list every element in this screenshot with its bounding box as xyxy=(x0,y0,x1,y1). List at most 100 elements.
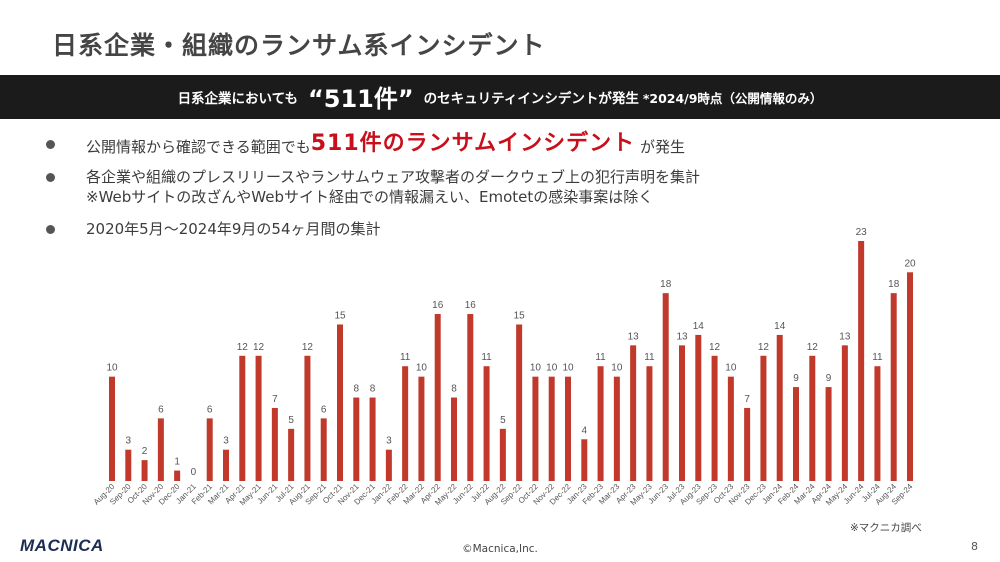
bar-Apr-21 xyxy=(239,355,246,481)
data-label-May-21: 12 xyxy=(253,342,265,353)
data-label-Jan-24: 14 xyxy=(774,321,786,332)
bar-Jan-24 xyxy=(776,334,783,481)
copyright-text: ©Macnica,Inc. xyxy=(462,543,538,555)
bar-Oct-20 xyxy=(141,460,148,481)
headline-banner: 日系企業においても “511件” のセキュリティインシデントが発生 *2024/… xyxy=(0,75,1000,119)
bar-Jul-21 xyxy=(288,428,295,481)
data-label-Sep-22: 15 xyxy=(514,310,526,321)
data-label-Feb-24: 9 xyxy=(793,373,799,384)
bar-Oct-21 xyxy=(337,324,343,481)
bar-Mar-23 xyxy=(613,376,620,481)
bar-Aug-23 xyxy=(695,334,702,481)
data-label-Jul-21: 5 xyxy=(288,415,294,426)
banner-highlight: “511件” xyxy=(307,84,414,113)
bullet-list: 公開情報から確認できる範囲でも511件のランサムインシデント が発生 各企業や組… xyxy=(38,133,978,239)
bullet-2-line-1: 各企業や組織のプレスリリースやランサムウェア攻撃者のダークウェブ上の犯行声明を集… xyxy=(86,168,700,186)
data-label-Dec-23: 12 xyxy=(758,342,770,353)
bar-May-23 xyxy=(646,366,653,481)
data-label-Nov-23: 7 xyxy=(744,394,750,405)
bar-Aug-21 xyxy=(304,355,311,481)
data-label-Jun-21: 7 xyxy=(272,394,278,405)
data-label-Aug-24: 18 xyxy=(888,279,900,290)
data-label-Aug-20: 10 xyxy=(106,363,118,374)
data-label-May-22: 8 xyxy=(451,384,457,395)
banner-note: *2024/9時点（公開情報のみ） xyxy=(642,90,823,106)
data-label-Jun-24: 23 xyxy=(856,227,868,238)
data-label-May-24: 13 xyxy=(839,331,851,342)
bar-Feb-21 xyxy=(206,418,213,481)
bar-Jun-24 xyxy=(858,241,865,481)
bar-Mar-22 xyxy=(418,376,425,481)
bar-Sep-23 xyxy=(711,355,718,481)
bar-Jun-21 xyxy=(271,407,278,481)
bar-Nov-22 xyxy=(548,376,555,481)
page-title: 日系企業・組織のランサム系インシデント xyxy=(52,31,546,60)
data-label-Sep-20: 3 xyxy=(126,436,132,447)
bullet-2-line-2: ※Webサイトの改ざんやWebサイト経由での情報漏えい、Emotetの感染事案は… xyxy=(86,188,654,206)
data-label-Jan-22: 3 xyxy=(386,436,392,447)
data-label-Feb-21: 6 xyxy=(207,404,213,415)
bar-Sep-21 xyxy=(320,418,327,481)
data-label-Feb-23: 11 xyxy=(595,352,606,363)
data-label-Sep-21: 6 xyxy=(321,404,327,415)
bar-Jun-23 xyxy=(662,293,669,481)
bar-Mar-24 xyxy=(809,355,816,481)
data-label-Jun-23: 18 xyxy=(660,279,672,290)
bar-Mar-21 xyxy=(223,449,229,481)
bar-Aug-22 xyxy=(499,428,506,481)
data-label-Mar-22: 10 xyxy=(416,363,428,374)
bar-Apr-22 xyxy=(434,314,441,481)
bar-Jul-22 xyxy=(483,366,490,481)
bar-Jul-24 xyxy=(874,366,881,481)
bar-Nov-21 xyxy=(353,397,360,481)
bar-May-24 xyxy=(841,345,848,481)
macnica-logo: MACNICA xyxy=(20,536,104,555)
bar-Sep-22 xyxy=(516,324,523,481)
bullet-1-prefix: 公開情報から確認できる範囲でも xyxy=(86,138,311,156)
data-label-Aug-21: 12 xyxy=(302,342,314,353)
data-label-Jul-23: 13 xyxy=(676,331,688,342)
bullet-dot-icon xyxy=(46,140,55,149)
bullet-item-method: 各企業や組織のプレスリリースやランサムウェア攻撃者のダークウェブ上の犯行声明を集… xyxy=(38,167,978,207)
data-label-Oct-22: 10 xyxy=(530,363,542,374)
bar-Aug-20 xyxy=(109,376,115,481)
bullet-dot-icon xyxy=(46,173,55,182)
bullet-3-text: 2020年5月～2024年9月の54ヶ月間の集計 xyxy=(86,220,381,238)
data-label-Feb-22: 11 xyxy=(400,352,411,363)
bar-Dec-21 xyxy=(369,397,376,481)
data-label-Mar-24: 12 xyxy=(807,342,819,353)
bar-Feb-22 xyxy=(402,366,409,481)
bar-Oct-23 xyxy=(727,376,734,481)
bar-Jan-22 xyxy=(385,449,392,481)
bar-Sep-24 xyxy=(907,272,913,481)
bullet-1-suffix: が発生 xyxy=(639,138,685,156)
data-label-Nov-20: 6 xyxy=(158,404,164,415)
data-label-Oct-23: 10 xyxy=(725,363,737,374)
data-label-Mar-23: 10 xyxy=(611,363,623,374)
page-number: 8 xyxy=(971,540,978,553)
data-label-Dec-22: 10 xyxy=(562,363,574,374)
bar-Apr-23 xyxy=(630,345,637,481)
banner-text-after: のセキュリティインシデントが発生 xyxy=(423,91,639,107)
data-label-Mar-21: 3 xyxy=(223,436,229,447)
bar-Dec-23 xyxy=(760,355,767,481)
bar-Aug-24 xyxy=(890,293,897,481)
bar-Dec-22 xyxy=(565,376,571,481)
data-label-Apr-24: 9 xyxy=(826,373,832,384)
data-label-Oct-20: 2 xyxy=(142,446,148,457)
bullet-dot-icon xyxy=(46,225,55,234)
data-label-Oct-21: 15 xyxy=(334,310,346,321)
bullet-item-total: 公開情報から確認できる範囲でも511件のランサムインシデント が発生 xyxy=(38,133,978,156)
bar-Dec-20 xyxy=(174,470,181,481)
bar-Nov-23 xyxy=(744,407,751,481)
bar-Sep-20 xyxy=(125,449,132,481)
data-label-Jul-22: 11 xyxy=(481,352,492,363)
bullet-item-period: 2020年5月～2024年9月の54ヶ月間の集計 xyxy=(38,219,978,239)
bar-Feb-24 xyxy=(793,387,799,481)
data-label-Sep-23: 12 xyxy=(709,342,721,353)
bar-May-21 xyxy=(255,355,262,481)
data-label-Jan-21: 0 xyxy=(191,467,197,478)
data-label-Apr-23: 13 xyxy=(628,331,640,342)
data-label-Apr-22: 16 xyxy=(432,300,444,311)
